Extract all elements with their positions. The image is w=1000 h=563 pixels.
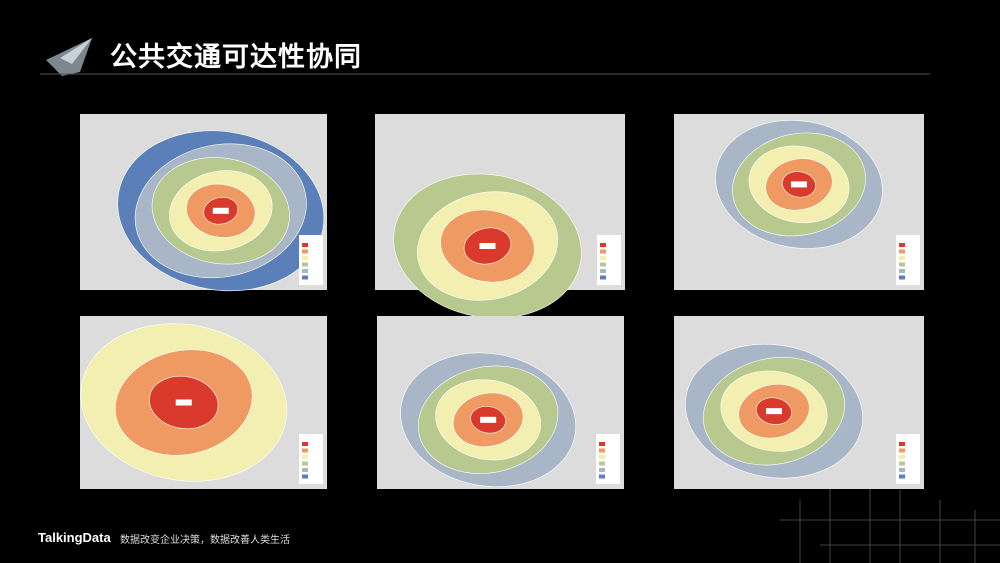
legend-swatch [899, 262, 905, 267]
map-center [766, 408, 782, 415]
slide-title: 公共交通可达性协同 [110, 42, 362, 73]
legend-swatch [899, 269, 905, 273]
legend-swatch [302, 249, 308, 254]
legend-swatch [302, 474, 308, 479]
map-legend [597, 235, 621, 285]
brand: TalkingData [38, 530, 111, 545]
legend-swatch [899, 256, 905, 260]
legend-swatch [600, 262, 606, 267]
map-center [480, 416, 497, 423]
map-legend [596, 434, 620, 484]
legend-swatch [302, 262, 308, 267]
legend-swatch [899, 461, 905, 466]
legend-swatch [600, 256, 606, 260]
legend-swatch [899, 243, 905, 247]
legend-swatch [599, 448, 605, 453]
legend-swatch [599, 461, 605, 466]
legend-swatch [302, 455, 308, 459]
legend-swatch [302, 442, 308, 446]
map-center [175, 399, 192, 406]
map-legend [896, 434, 920, 484]
legend-swatch [600, 243, 606, 247]
legend-swatch [899, 275, 905, 280]
legend-swatch [599, 468, 605, 472]
map-image [377, 316, 624, 489]
legend-swatch [302, 448, 308, 453]
legend-swatch [302, 275, 308, 280]
map-image [674, 316, 924, 489]
legend-swatch [899, 249, 905, 254]
logo-icon-facet [60, 38, 92, 64]
legend-swatch [599, 455, 605, 459]
legend-swatch [599, 442, 605, 446]
legend-swatch [899, 468, 905, 472]
map-legend [299, 235, 323, 285]
legend-swatch [302, 269, 308, 273]
legend-swatch [600, 249, 606, 254]
legend-swatch [302, 468, 308, 472]
map-image [674, 114, 924, 290]
map-center [791, 181, 807, 188]
map-legend [299, 434, 323, 484]
legend-swatch [899, 455, 905, 459]
map-image [375, 114, 625, 319]
legend-swatch [302, 243, 308, 247]
slogan: 数据改变企业决策，数据改善人类生活 [120, 535, 290, 546]
legend-swatch [302, 256, 308, 260]
legend-swatch [302, 461, 308, 466]
map-center [479, 243, 496, 249]
map-image [80, 316, 327, 489]
map-legend [896, 235, 920, 285]
legend-swatch [899, 442, 905, 446]
map-image [80, 114, 327, 292]
legend-swatch [600, 269, 606, 273]
legend-swatch [899, 448, 905, 453]
map-center [212, 207, 229, 214]
legend-swatch [600, 275, 606, 280]
legend-swatch [599, 474, 605, 479]
legend-swatch [899, 474, 905, 479]
